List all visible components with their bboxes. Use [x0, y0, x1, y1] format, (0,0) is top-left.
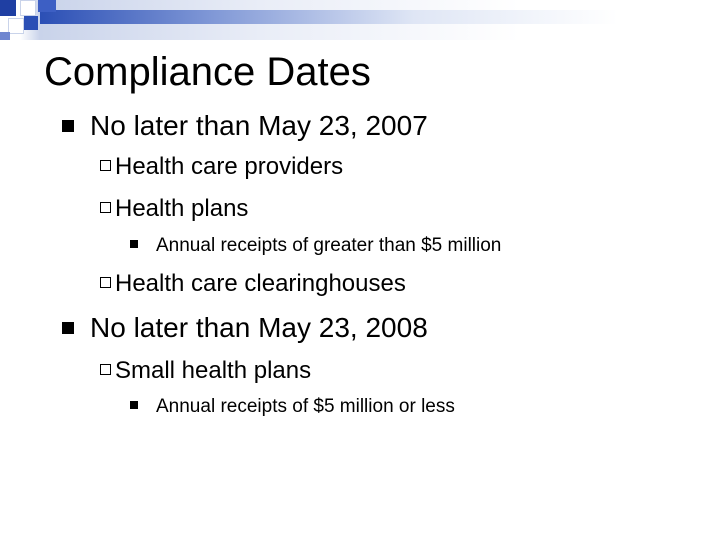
bullet-text: Health care providers	[115, 153, 344, 180]
bullet-text: No later than May 23, 2007	[90, 110, 428, 141]
hollow-square-bullet-icon	[100, 202, 111, 214]
bullet-level1: No later than May 23, 2007	[62, 110, 428, 142]
header-gradient-bar	[40, 10, 720, 24]
bullet-level1: No later than May 23, 2008	[62, 312, 428, 344]
corner-squares-logo	[0, 0, 60, 40]
bullet-level2: Health care providers	[100, 153, 343, 181]
filled-square-bullet-icon	[62, 119, 74, 132]
hollow-square-bullet-icon	[100, 364, 111, 376]
filled-square-bullet-icon	[62, 321, 74, 334]
bullet-level3: Annual receipts of greater than $5 milli…	[130, 235, 501, 257]
bullet-text: Small health plans	[115, 357, 312, 384]
bullet-text: Health care clearinghouses	[115, 270, 406, 297]
bullet-level3: Annual receipts of $5 million or less	[130, 396, 455, 418]
bullet-text: Annual receipts of $5 million or less	[156, 396, 455, 417]
bullet-level2: Health plans	[100, 195, 248, 223]
small-square-bullet-icon	[130, 400, 138, 409]
bullet-text: Annual receipts of greater than $5 milli…	[156, 235, 502, 256]
small-square-bullet-icon	[130, 239, 138, 248]
bullet-text: No later than May 23, 2008	[90, 312, 428, 343]
hollow-square-bullet-icon	[100, 160, 111, 172]
slide-title: Compliance Dates	[44, 50, 371, 94]
hollow-square-bullet-icon	[100, 277, 111, 289]
bullet-level2: Health care clearinghouses	[100, 270, 406, 298]
header-decoration	[0, 0, 720, 40]
bullet-level2: Small health plans	[100, 357, 311, 385]
bullet-text: Health plans	[115, 195, 249, 222]
